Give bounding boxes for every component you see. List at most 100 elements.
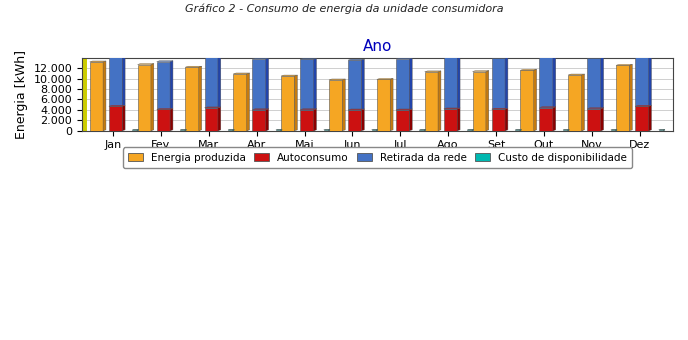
Polygon shape (601, 57, 603, 108)
Bar (420, 130, 424, 131)
Polygon shape (553, 107, 556, 131)
Polygon shape (246, 73, 250, 131)
Polygon shape (601, 108, 603, 131)
Polygon shape (581, 74, 585, 131)
Bar (611, 130, 616, 131)
Polygon shape (103, 61, 106, 131)
Polygon shape (492, 108, 508, 109)
Polygon shape (611, 129, 617, 130)
X-axis label: Meses: Meses (358, 156, 397, 169)
Polygon shape (294, 75, 297, 131)
Bar (89, 62, 103, 131)
Polygon shape (170, 61, 173, 109)
Bar (281, 76, 294, 131)
Polygon shape (616, 64, 632, 65)
Polygon shape (348, 109, 365, 110)
Title: Ano: Ano (363, 39, 392, 54)
Polygon shape (515, 129, 522, 130)
Bar (276, 130, 281, 131)
Bar (539, 107, 553, 131)
Bar (348, 60, 361, 110)
Polygon shape (329, 79, 345, 80)
Y-axis label: Energia [kWh]: Energia [kWh] (15, 50, 28, 139)
Bar (372, 130, 376, 131)
Polygon shape (276, 129, 282, 130)
Polygon shape (266, 109, 268, 131)
Bar (157, 109, 170, 131)
Polygon shape (361, 109, 365, 131)
Polygon shape (663, 129, 665, 131)
Bar (324, 130, 328, 131)
Polygon shape (170, 108, 173, 131)
Polygon shape (505, 57, 508, 109)
Polygon shape (328, 129, 330, 131)
Polygon shape (343, 79, 345, 131)
Polygon shape (492, 57, 508, 58)
Polygon shape (520, 129, 522, 131)
Polygon shape (616, 129, 617, 131)
Polygon shape (314, 58, 316, 109)
Polygon shape (228, 129, 234, 130)
Polygon shape (372, 129, 378, 130)
Polygon shape (486, 71, 488, 131)
Polygon shape (204, 107, 221, 108)
Polygon shape (539, 55, 556, 56)
Bar (563, 130, 568, 131)
Polygon shape (89, 61, 106, 62)
Polygon shape (424, 71, 441, 72)
Polygon shape (444, 108, 460, 109)
Polygon shape (122, 53, 125, 106)
Polygon shape (233, 129, 234, 131)
Polygon shape (444, 55, 460, 56)
Polygon shape (233, 73, 250, 74)
Bar (228, 130, 233, 131)
Polygon shape (300, 58, 316, 59)
Polygon shape (204, 54, 221, 55)
Polygon shape (505, 108, 508, 131)
Polygon shape (520, 69, 537, 70)
Polygon shape (588, 57, 603, 58)
Bar (138, 65, 151, 131)
Polygon shape (649, 52, 652, 106)
Polygon shape (138, 64, 154, 65)
Polygon shape (218, 107, 221, 131)
Bar (396, 110, 409, 131)
Bar (109, 54, 122, 106)
Polygon shape (553, 55, 556, 107)
Bar (300, 59, 314, 109)
Bar (348, 110, 361, 131)
Polygon shape (568, 74, 585, 75)
Polygon shape (122, 105, 125, 131)
Bar (233, 74, 246, 131)
Polygon shape (252, 58, 268, 59)
Polygon shape (458, 55, 460, 109)
Polygon shape (157, 108, 173, 109)
Polygon shape (218, 54, 221, 108)
Bar (658, 130, 663, 131)
Polygon shape (649, 105, 652, 131)
Polygon shape (281, 75, 297, 76)
Bar (204, 55, 218, 108)
Legend: Energia produzida, Autoconsumo, Retirada da rede, Custo de disponibilidade: Energia produzida, Autoconsumo, Retirada… (123, 148, 632, 168)
Bar (492, 58, 505, 109)
Bar (396, 59, 409, 110)
Bar (539, 56, 553, 107)
Bar (424, 72, 438, 131)
Polygon shape (568, 129, 569, 131)
Polygon shape (151, 64, 154, 131)
Polygon shape (635, 105, 652, 106)
Polygon shape (281, 129, 282, 131)
Bar (635, 53, 649, 106)
Bar (109, 106, 122, 131)
Bar (252, 109, 266, 131)
Polygon shape (348, 59, 365, 60)
Polygon shape (396, 109, 412, 110)
Polygon shape (630, 64, 632, 131)
Polygon shape (361, 59, 365, 110)
Bar (568, 75, 581, 131)
Bar (377, 79, 390, 131)
Polygon shape (438, 71, 441, 131)
Bar (444, 109, 458, 131)
Polygon shape (396, 58, 412, 59)
Bar (300, 109, 314, 131)
